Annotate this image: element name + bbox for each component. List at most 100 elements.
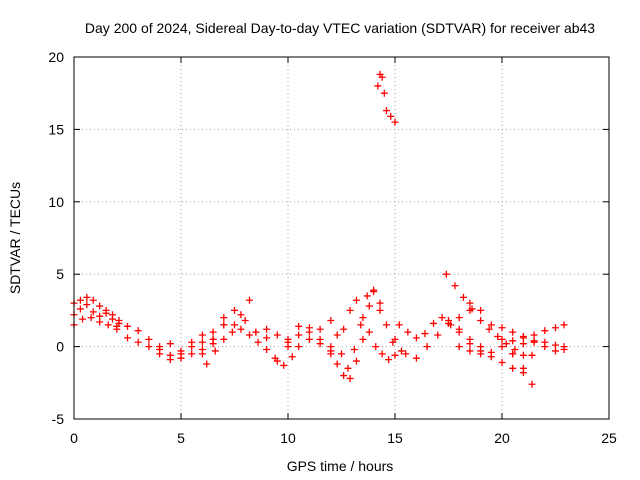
data-point	[203, 360, 211, 368]
data-point	[316, 325, 324, 333]
data-point	[519, 332, 527, 340]
data-point	[477, 306, 485, 314]
data-point	[468, 305, 476, 313]
data-point	[211, 347, 219, 355]
data-point	[115, 317, 123, 325]
data-point	[156, 343, 164, 351]
data-point	[519, 351, 527, 359]
series-trace-s	[442, 270, 536, 359]
data-point	[104, 321, 112, 329]
data-point	[494, 332, 502, 340]
data-point	[378, 73, 386, 81]
data-point	[273, 331, 281, 339]
data-point	[89, 296, 97, 304]
data-point	[397, 347, 405, 355]
data-point	[198, 350, 206, 358]
data-point	[89, 308, 97, 316]
data-point	[372, 343, 380, 351]
data-point	[340, 372, 348, 380]
data-point	[124, 322, 131, 330]
data-point	[333, 331, 341, 339]
data-point	[295, 331, 303, 339]
data-point	[245, 331, 253, 339]
data-point	[552, 341, 559, 349]
data-point	[451, 282, 459, 290]
data-point	[385, 356, 393, 364]
data-point	[316, 340, 324, 348]
chart-title: Day 200 of 2024, Sidereal Day-to-day VTE…	[85, 20, 595, 36]
data-point	[166, 340, 174, 348]
data-point	[487, 348, 495, 356]
series-trace-l	[284, 322, 335, 351]
data-point	[245, 296, 253, 304]
data-point	[530, 337, 538, 345]
data-point	[352, 296, 360, 304]
series-trace-n	[333, 296, 405, 364]
data-point	[344, 364, 352, 372]
data-point	[498, 324, 506, 332]
series-trace-u	[466, 299, 536, 388]
x-tick-label: 20	[494, 430, 510, 446]
data-point	[498, 335, 506, 343]
series-trace-w	[498, 324, 568, 355]
series-trace-x	[509, 321, 568, 358]
series-trace-v	[455, 334, 527, 358]
data-point	[346, 374, 354, 382]
data-point	[166, 356, 174, 364]
data-point	[254, 338, 262, 346]
data-point	[237, 311, 245, 319]
data-point	[96, 318, 104, 326]
data-point	[376, 299, 384, 307]
series-trace-a	[70, 301, 123, 327]
data-point	[395, 321, 403, 329]
data-point	[295, 343, 303, 351]
data-point	[327, 343, 335, 351]
data-point	[241, 317, 249, 325]
data-point	[83, 301, 91, 309]
data-point	[237, 325, 245, 333]
data-point	[459, 293, 467, 301]
data-point	[333, 360, 341, 368]
data-point	[380, 89, 388, 97]
data-point	[528, 380, 536, 388]
data-point	[134, 327, 142, 335]
data-point	[327, 350, 335, 358]
data-point	[209, 335, 217, 343]
data-point	[477, 350, 485, 358]
data-point	[198, 331, 206, 339]
data-point	[412, 334, 420, 342]
data-point	[498, 359, 506, 367]
y-tick-label: 5	[56, 266, 64, 282]
data-point	[79, 315, 87, 323]
data-point	[376, 306, 384, 314]
y-axis-label: SDTVAR / TECUs	[7, 182, 23, 294]
data-point	[188, 338, 196, 346]
data-point	[528, 351, 536, 359]
data-point	[391, 335, 399, 343]
data-point	[134, 338, 142, 346]
data-point	[359, 335, 367, 343]
series-trace-r	[395, 314, 485, 351]
data-point	[509, 364, 517, 372]
data-point	[387, 112, 395, 120]
data-point	[519, 364, 527, 372]
x-axis-ticks: 0 5 10 15 20 25	[70, 57, 617, 446]
data-point	[252, 328, 260, 336]
data-point	[455, 343, 463, 351]
data-point	[466, 299, 474, 307]
data-point	[438, 314, 446, 322]
data-point	[263, 334, 271, 342]
data-point	[509, 328, 517, 336]
data-point	[124, 334, 131, 342]
y-tick-label: 10	[48, 194, 64, 210]
data-point	[83, 293, 91, 301]
data-point	[338, 350, 345, 358]
data-point	[177, 350, 185, 358]
data-point	[378, 350, 386, 358]
data-point	[560, 321, 568, 329]
data-point	[327, 317, 335, 325]
data-point	[188, 350, 196, 358]
data-point	[220, 321, 228, 329]
data-point	[198, 338, 206, 346]
data-point	[263, 345, 271, 353]
